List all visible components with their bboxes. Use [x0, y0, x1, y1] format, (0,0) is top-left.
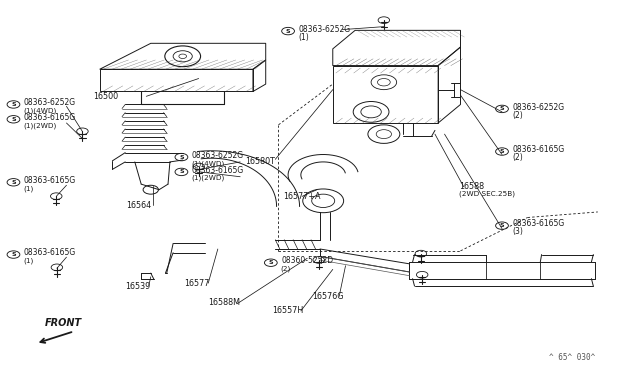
Text: (1): (1): [23, 258, 33, 264]
Text: (1): (1): [23, 185, 33, 192]
Text: 08363-6252G: 08363-6252G: [298, 25, 351, 34]
Text: FRONT: FRONT: [45, 318, 82, 328]
Text: S: S: [11, 180, 16, 185]
Text: (1): (1): [298, 33, 309, 42]
Text: S: S: [285, 29, 291, 33]
Text: (2): (2): [280, 266, 291, 272]
Text: (1)(2WD): (1)(2WD): [191, 175, 224, 182]
Text: S: S: [11, 252, 16, 257]
Text: S: S: [500, 106, 504, 111]
Text: S: S: [500, 223, 504, 228]
Text: 08363-6165G: 08363-6165G: [24, 113, 76, 122]
Text: 08363-6165G: 08363-6165G: [512, 219, 564, 228]
Text: 16500: 16500: [93, 92, 118, 101]
Text: (2WD SEC.25B): (2WD SEC.25B): [460, 191, 515, 198]
Text: (2): (2): [512, 153, 523, 162]
Text: 08363-6165G: 08363-6165G: [24, 176, 76, 185]
Text: 16557H: 16557H: [272, 307, 303, 315]
Text: 16588M: 16588M: [208, 298, 240, 307]
Text: 16588: 16588: [460, 182, 484, 190]
Text: 16577: 16577: [184, 279, 209, 288]
Text: S: S: [179, 155, 184, 160]
Text: S: S: [500, 149, 504, 154]
Text: 08363-6165G: 08363-6165G: [191, 166, 244, 174]
Text: ^ 65^ 030^: ^ 65^ 030^: [549, 353, 595, 362]
Text: 08360-5252D: 08360-5252D: [281, 256, 333, 265]
Text: 08363-6252G: 08363-6252G: [191, 151, 244, 160]
Text: 16564: 16564: [127, 201, 152, 210]
Text: 16580T: 16580T: [245, 157, 275, 166]
Text: S: S: [11, 102, 16, 107]
Text: 08363-6252G: 08363-6252G: [24, 98, 76, 107]
Text: S: S: [11, 117, 16, 122]
Text: (1)(4WD): (1)(4WD): [191, 160, 224, 167]
Text: 16539: 16539: [125, 282, 150, 291]
Text: (3): (3): [512, 227, 523, 237]
Text: (2): (2): [512, 111, 523, 120]
Text: 08363-6252G: 08363-6252G: [512, 103, 564, 112]
Text: (1)(4WD): (1)(4WD): [23, 108, 56, 114]
Text: 16576G: 16576G: [312, 292, 343, 301]
Text: 08363-6165G: 08363-6165G: [512, 145, 564, 154]
Text: S: S: [179, 169, 184, 174]
Text: (1)(2WD): (1)(2WD): [23, 122, 56, 129]
Text: 16577+A: 16577+A: [283, 192, 321, 201]
Text: 08363-6165G: 08363-6165G: [24, 248, 76, 257]
Text: S: S: [269, 260, 273, 265]
